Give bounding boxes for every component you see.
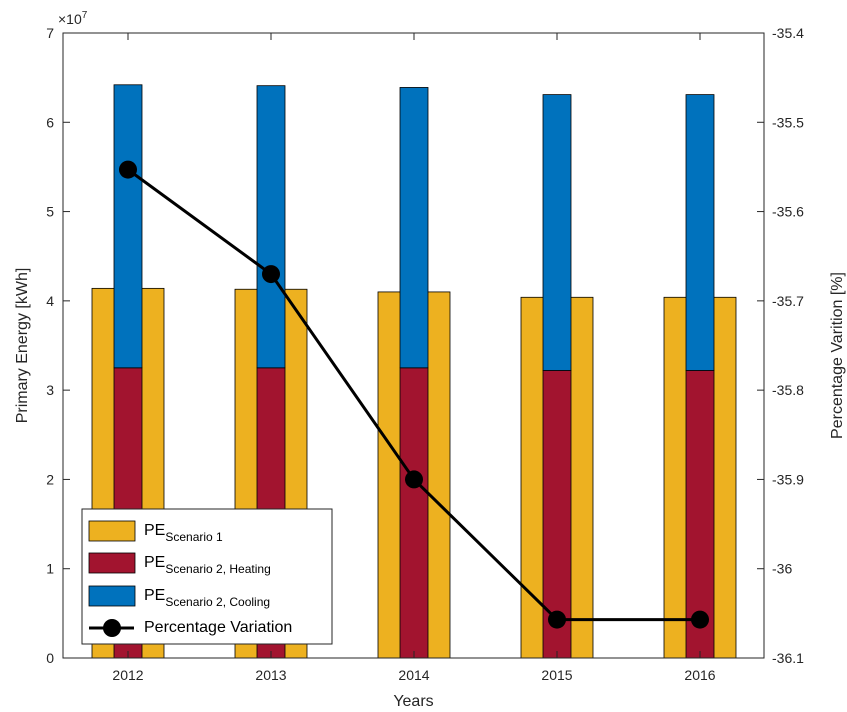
bar-pe-scenario-2-heating — [399, 367, 429, 659]
y-right-tick-label: -35.7 — [772, 293, 804, 309]
y-right-tick-label: -35.8 — [772, 382, 804, 398]
legend-bar-swatch — [88, 585, 136, 607]
legend-marker-swatch — [103, 619, 121, 637]
y-left-tick-label: 2 — [46, 471, 54, 487]
y-right-tick-label: -36 — [772, 561, 792, 577]
y-left-tick-label: 7 — [46, 25, 54, 41]
legend-entry-sub: Scenario 2, Cooling — [165, 595, 270, 609]
y-right-tick-label: -36.1 — [772, 650, 804, 666]
y-left-tick-label: 5 — [46, 204, 54, 220]
legend-entry-label: PEScenario 1 — [144, 522, 223, 544]
y-right-tick-label: -35.9 — [772, 471, 804, 487]
legend-bar-swatch — [88, 520, 136, 542]
x-tick-label: 2013 — [255, 667, 286, 683]
x-tick-label: 2015 — [541, 667, 572, 683]
legend-entry-label: PEScenario 2, Cooling — [144, 587, 270, 609]
y-left-tick-label: 3 — [46, 382, 54, 398]
legend-box — [81, 508, 333, 645]
percentage-variation-marker — [548, 610, 566, 629]
y-left-tick-label: 6 — [46, 114, 54, 130]
y-left-tick-label: 0 — [46, 650, 54, 666]
bar-pe-scenario-2-cooling — [399, 87, 429, 369]
percentage-variation-marker — [262, 265, 280, 284]
exponent-base: ×10 — [58, 11, 82, 27]
percentage-variation-marker — [119, 160, 137, 179]
exponent-power: 7 — [82, 10, 88, 21]
bar-pe-scenario-2-cooling — [685, 94, 715, 371]
y-right-tick-label: -35.5 — [772, 114, 804, 130]
legend-entry-main: Percentage Variation — [144, 619, 292, 636]
y-left-tick-label: 4 — [46, 293, 54, 309]
legend-entry-sub: Scenario 1 — [165, 530, 223, 544]
percentage-variation-marker — [405, 470, 423, 489]
exponent-label: ×107 — [58, 10, 88, 27]
legend-entry-main: PE — [144, 554, 165, 571]
legend-entry-label: Percentage Variation — [144, 619, 292, 636]
y-axis-right-label: Percentage Varition [%] — [829, 272, 846, 439]
y-axis-left-label: Primary Energy [kWh] — [14, 268, 31, 424]
percentage-variation-marker — [691, 610, 709, 629]
bar-pe-scenario-2-heating — [542, 370, 572, 659]
bar-pe-scenario-2-cooling — [256, 85, 286, 369]
labels-layer: 0 1 2 3 4 5 6 7 -36.1 -36 -35.9 -35.8 -35.7 -35.6 -35.… — [46, 25, 804, 683]
x-tick-label: 2016 — [684, 667, 715, 683]
y-right-tick-label: -35.4 — [772, 25, 804, 41]
legend-entry-main: PE — [144, 587, 165, 604]
x-tick-label: 2014 — [398, 667, 429, 683]
line-layer — [119, 160, 709, 629]
x-axis-label: Years — [393, 693, 433, 710]
ticks-layer — [63, 32, 764, 659]
x-tick-label: 2012 — [112, 667, 143, 683]
legend-entry-sub: Scenario 2, Heating — [165, 562, 270, 576]
y-right-tick-label: -35.6 — [772, 204, 804, 220]
y-left-tick-label: 1 — [46, 561, 54, 577]
bar-pe-scenario-2-cooling — [113, 84, 143, 369]
bar-pe-scenario-2-cooling — [542, 94, 572, 371]
legend-entry-main: PE — [144, 522, 165, 539]
legend-bar-swatch — [88, 552, 136, 574]
legend-entry-label: PEScenario 2, Heating — [144, 554, 271, 576]
